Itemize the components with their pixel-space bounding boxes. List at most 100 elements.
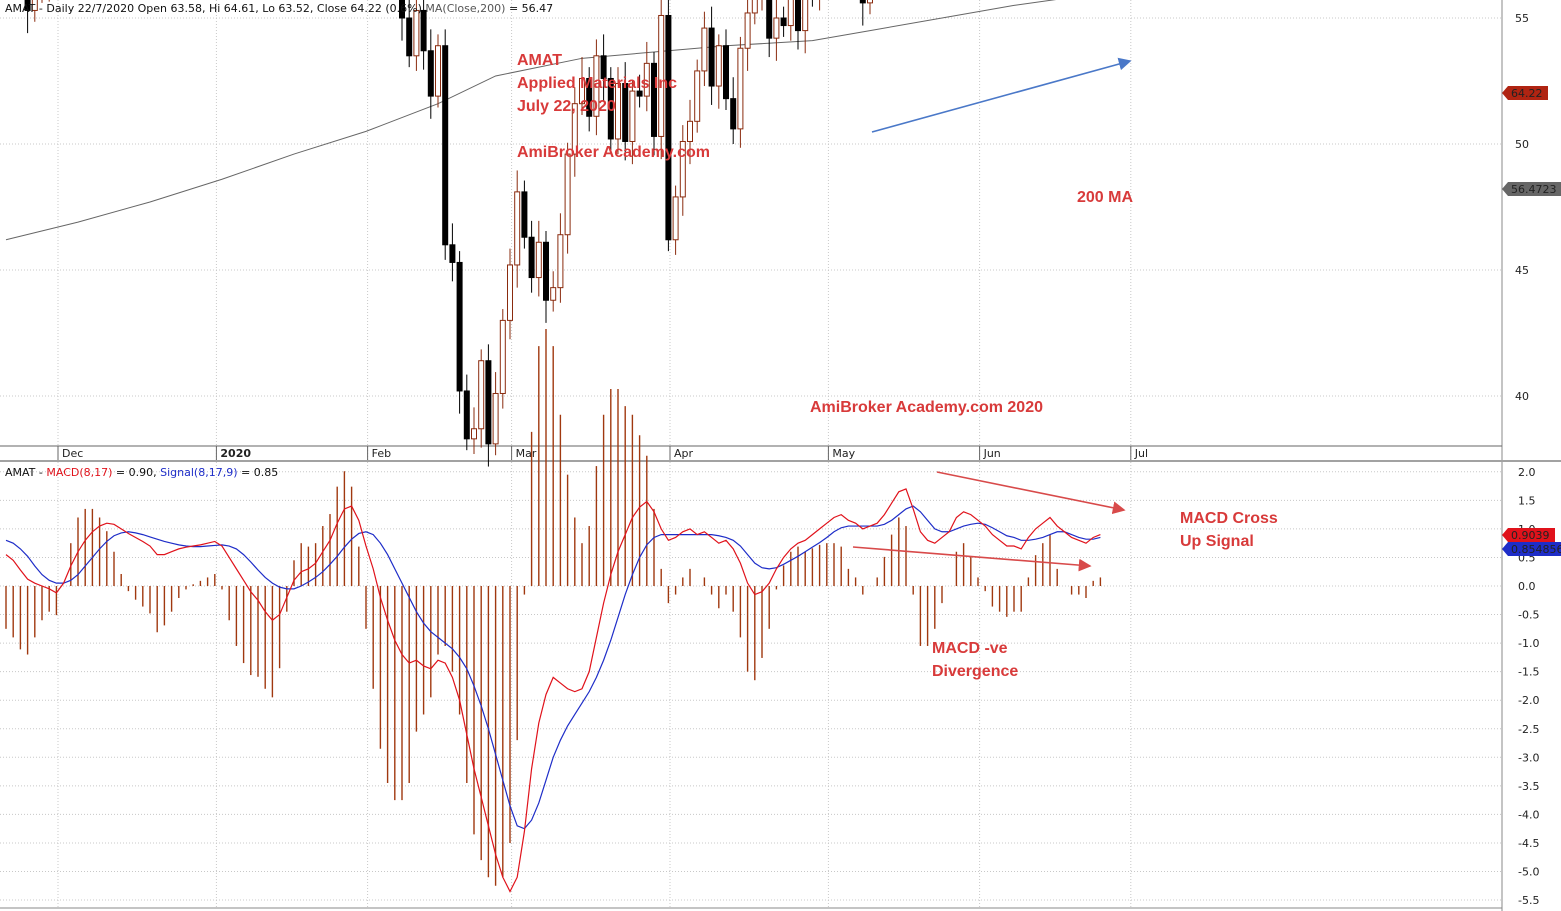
date-tick-label: May: [832, 447, 855, 460]
candle: [406, 0, 413, 68]
date-tick-label: Jul: [1134, 447, 1148, 460]
macd-tick-label: 2.0: [1518, 466, 1536, 479]
candle-body: [463, 390, 470, 440]
candle-body: [521, 191, 528, 238]
candle: [420, 0, 427, 70]
candle-body: [478, 360, 485, 430]
annotation-divergence-line1: MACD -ve: [932, 640, 1008, 657]
candle-body: [406, 17, 413, 57]
candle-body: [629, 90, 636, 142]
candle-body: [751, 0, 758, 14]
candle: [564, 142, 571, 254]
annotation-ticker: AMAT: [517, 52, 562, 69]
annotation-site-2020: AmiBroker Academy.com 2020: [810, 399, 1043, 416]
candle: [607, 67, 614, 151]
date-tick-label: Apr: [674, 447, 694, 460]
macd-tick-label: 0.0: [1518, 580, 1536, 593]
candle-body: [449, 244, 456, 263]
macd-tick-label: -2.0: [1518, 694, 1539, 707]
candle-body: [708, 27, 715, 87]
candle: [715, 34, 722, 109]
candle-body: [651, 62, 657, 137]
candle: [708, 6, 715, 105]
candle-body: [622, 83, 629, 142]
candle: [701, 11, 708, 87]
candle-body: [687, 120, 693, 142]
candle: [744, 0, 751, 71]
date-tick-label: 2020: [220, 447, 251, 460]
candle: [600, 34, 607, 102]
macd-title: AMAT - MACD(8,17) = 0.90, Signal(8,17,9)…: [5, 466, 278, 479]
svg-text:56.4723: 56.4723: [1511, 183, 1557, 196]
annotation-cross-line2: Up Signal: [1180, 533, 1254, 550]
candle: [535, 220, 542, 297]
candle-body: [413, 9, 420, 57]
macd-tick-label: -2.5: [1518, 723, 1539, 736]
candle-body: [31, 0, 38, 11]
ma200-line: [5, 0, 1057, 241]
candle-body: [24, 0, 31, 11]
candle-body: [507, 264, 513, 321]
date-tick-label: Dec: [62, 447, 83, 460]
candle-body: [456, 261, 463, 392]
candle: [658, 0, 665, 160]
candle: [636, 74, 643, 108]
candle: [694, 59, 701, 133]
candle-body: [737, 47, 744, 130]
candle-body: [867, 0, 873, 4]
candle-body: [665, 14, 672, 241]
macd-tick-label: -0.5: [1518, 609, 1539, 622]
candle: [811, 0, 813, 7]
candle-body: [715, 45, 722, 87]
candle-body: [499, 319, 506, 394]
date-tick-label: Mar: [516, 447, 537, 460]
candle-body: [564, 153, 571, 236]
macd-tick-label: -5.0: [1518, 866, 1539, 879]
svg-text:0.9039: 0.9039: [1511, 529, 1550, 542]
macd-tick-label: -3.5: [1518, 780, 1539, 793]
candle-body: [607, 77, 614, 140]
candle: [499, 309, 506, 409]
candle: [557, 213, 564, 303]
macd-value-tag: 0.9039: [1502, 528, 1555, 542]
candle: [773, 0, 780, 61]
candle-body: [586, 77, 593, 117]
annotation-date: July 22, 2020: [517, 98, 616, 115]
candle: [651, 52, 657, 156]
candle-body: [593, 55, 600, 117]
candle-body: [730, 98, 737, 130]
candle: [802, 0, 809, 54]
price-tick-label: 40: [1515, 390, 1529, 403]
date-tick-label: Feb: [372, 447, 391, 460]
annotation-site: AmiBroker Academy.com: [517, 144, 710, 161]
candle: [787, 0, 794, 41]
candle: [399, 0, 405, 41]
candle-body: [672, 196, 679, 241]
candle-body: [435, 45, 441, 97]
candle-body: [701, 27, 708, 72]
candle-body: [679, 140, 686, 198]
candle-body: [600, 55, 607, 79]
candle-body: [427, 50, 434, 97]
candle-body: [773, 17, 780, 39]
candle: [514, 170, 521, 288]
candle-body: [399, 0, 405, 19]
candle-body: [694, 70, 701, 122]
candle: [528, 220, 535, 293]
candle-body: [802, 0, 809, 32]
candle: [780, 6, 787, 37]
svg-text:64.22: 64.22: [1511, 87, 1543, 100]
candle: [427, 29, 434, 119]
candle: [579, 57, 585, 116]
macd-tick-label: -3.0: [1518, 751, 1539, 764]
price-trend-arrow: [871, 57, 1132, 133]
signal-value-tag: 0.854856: [1502, 542, 1561, 556]
price-tick-label: 55: [1515, 12, 1529, 25]
candle-body: [420, 9, 427, 52]
candle-body: [636, 90, 643, 97]
candle: [867, 0, 873, 15]
candle-body: [643, 62, 650, 97]
macd-line: [5, 488, 1101, 893]
candle-body: [723, 45, 729, 100]
